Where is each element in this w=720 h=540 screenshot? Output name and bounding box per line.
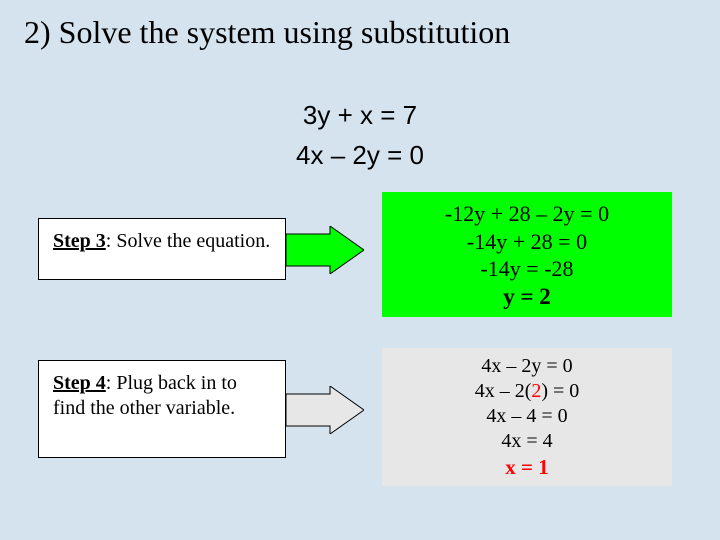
- step3-work-l3: -14y = -28: [388, 255, 666, 283]
- step3-work-l2: -14y + 28 = 0: [388, 228, 666, 256]
- step3-container: Step 3: Solve the equation.: [38, 218, 286, 280]
- step4-solution: 4x – 2y = 0 4x – 2(2) = 0 4x – 4 = 0 4x …: [382, 348, 672, 486]
- step4-work-l5: x = 1: [388, 454, 666, 480]
- step3-box: Step 3: Solve the equation.: [38, 218, 286, 280]
- step3-work-l4: y = 2: [388, 283, 666, 312]
- equation-2: 4x – 2y = 0: [0, 140, 720, 171]
- step4-work-l1: 4x – 2y = 0: [388, 354, 666, 379]
- step4-box: Step 4: Plug back in to find the other v…: [38, 360, 286, 458]
- step4-arrow: [286, 386, 364, 434]
- step4-container: Step 4: Plug back in to find the other v…: [38, 360, 286, 458]
- step3-work-l1: -12y + 28 – 2y = 0: [388, 200, 666, 228]
- arrow-right-icon: [286, 386, 364, 434]
- step4-work-l4: 4x = 4: [388, 429, 666, 454]
- slide-title: 2) Solve the system using substitution: [24, 14, 510, 51]
- step4-label: Step 4: [53, 372, 106, 394]
- step3-label: Step 3: [53, 230, 106, 252]
- step4-work-l3: 4x – 4 = 0: [388, 404, 666, 429]
- step3-text: : Solve the equation.: [106, 230, 270, 252]
- step4-work-l2: 4x – 2(2) = 0: [388, 379, 666, 404]
- step3-solution: -12y + 28 – 2y = 0 -14y + 28 = 0 -14y = …: [382, 192, 672, 317]
- step3-arrow: [286, 226, 364, 274]
- arrow-right-icon: [286, 226, 364, 274]
- equation-1: 3y + x = 7: [0, 100, 720, 131]
